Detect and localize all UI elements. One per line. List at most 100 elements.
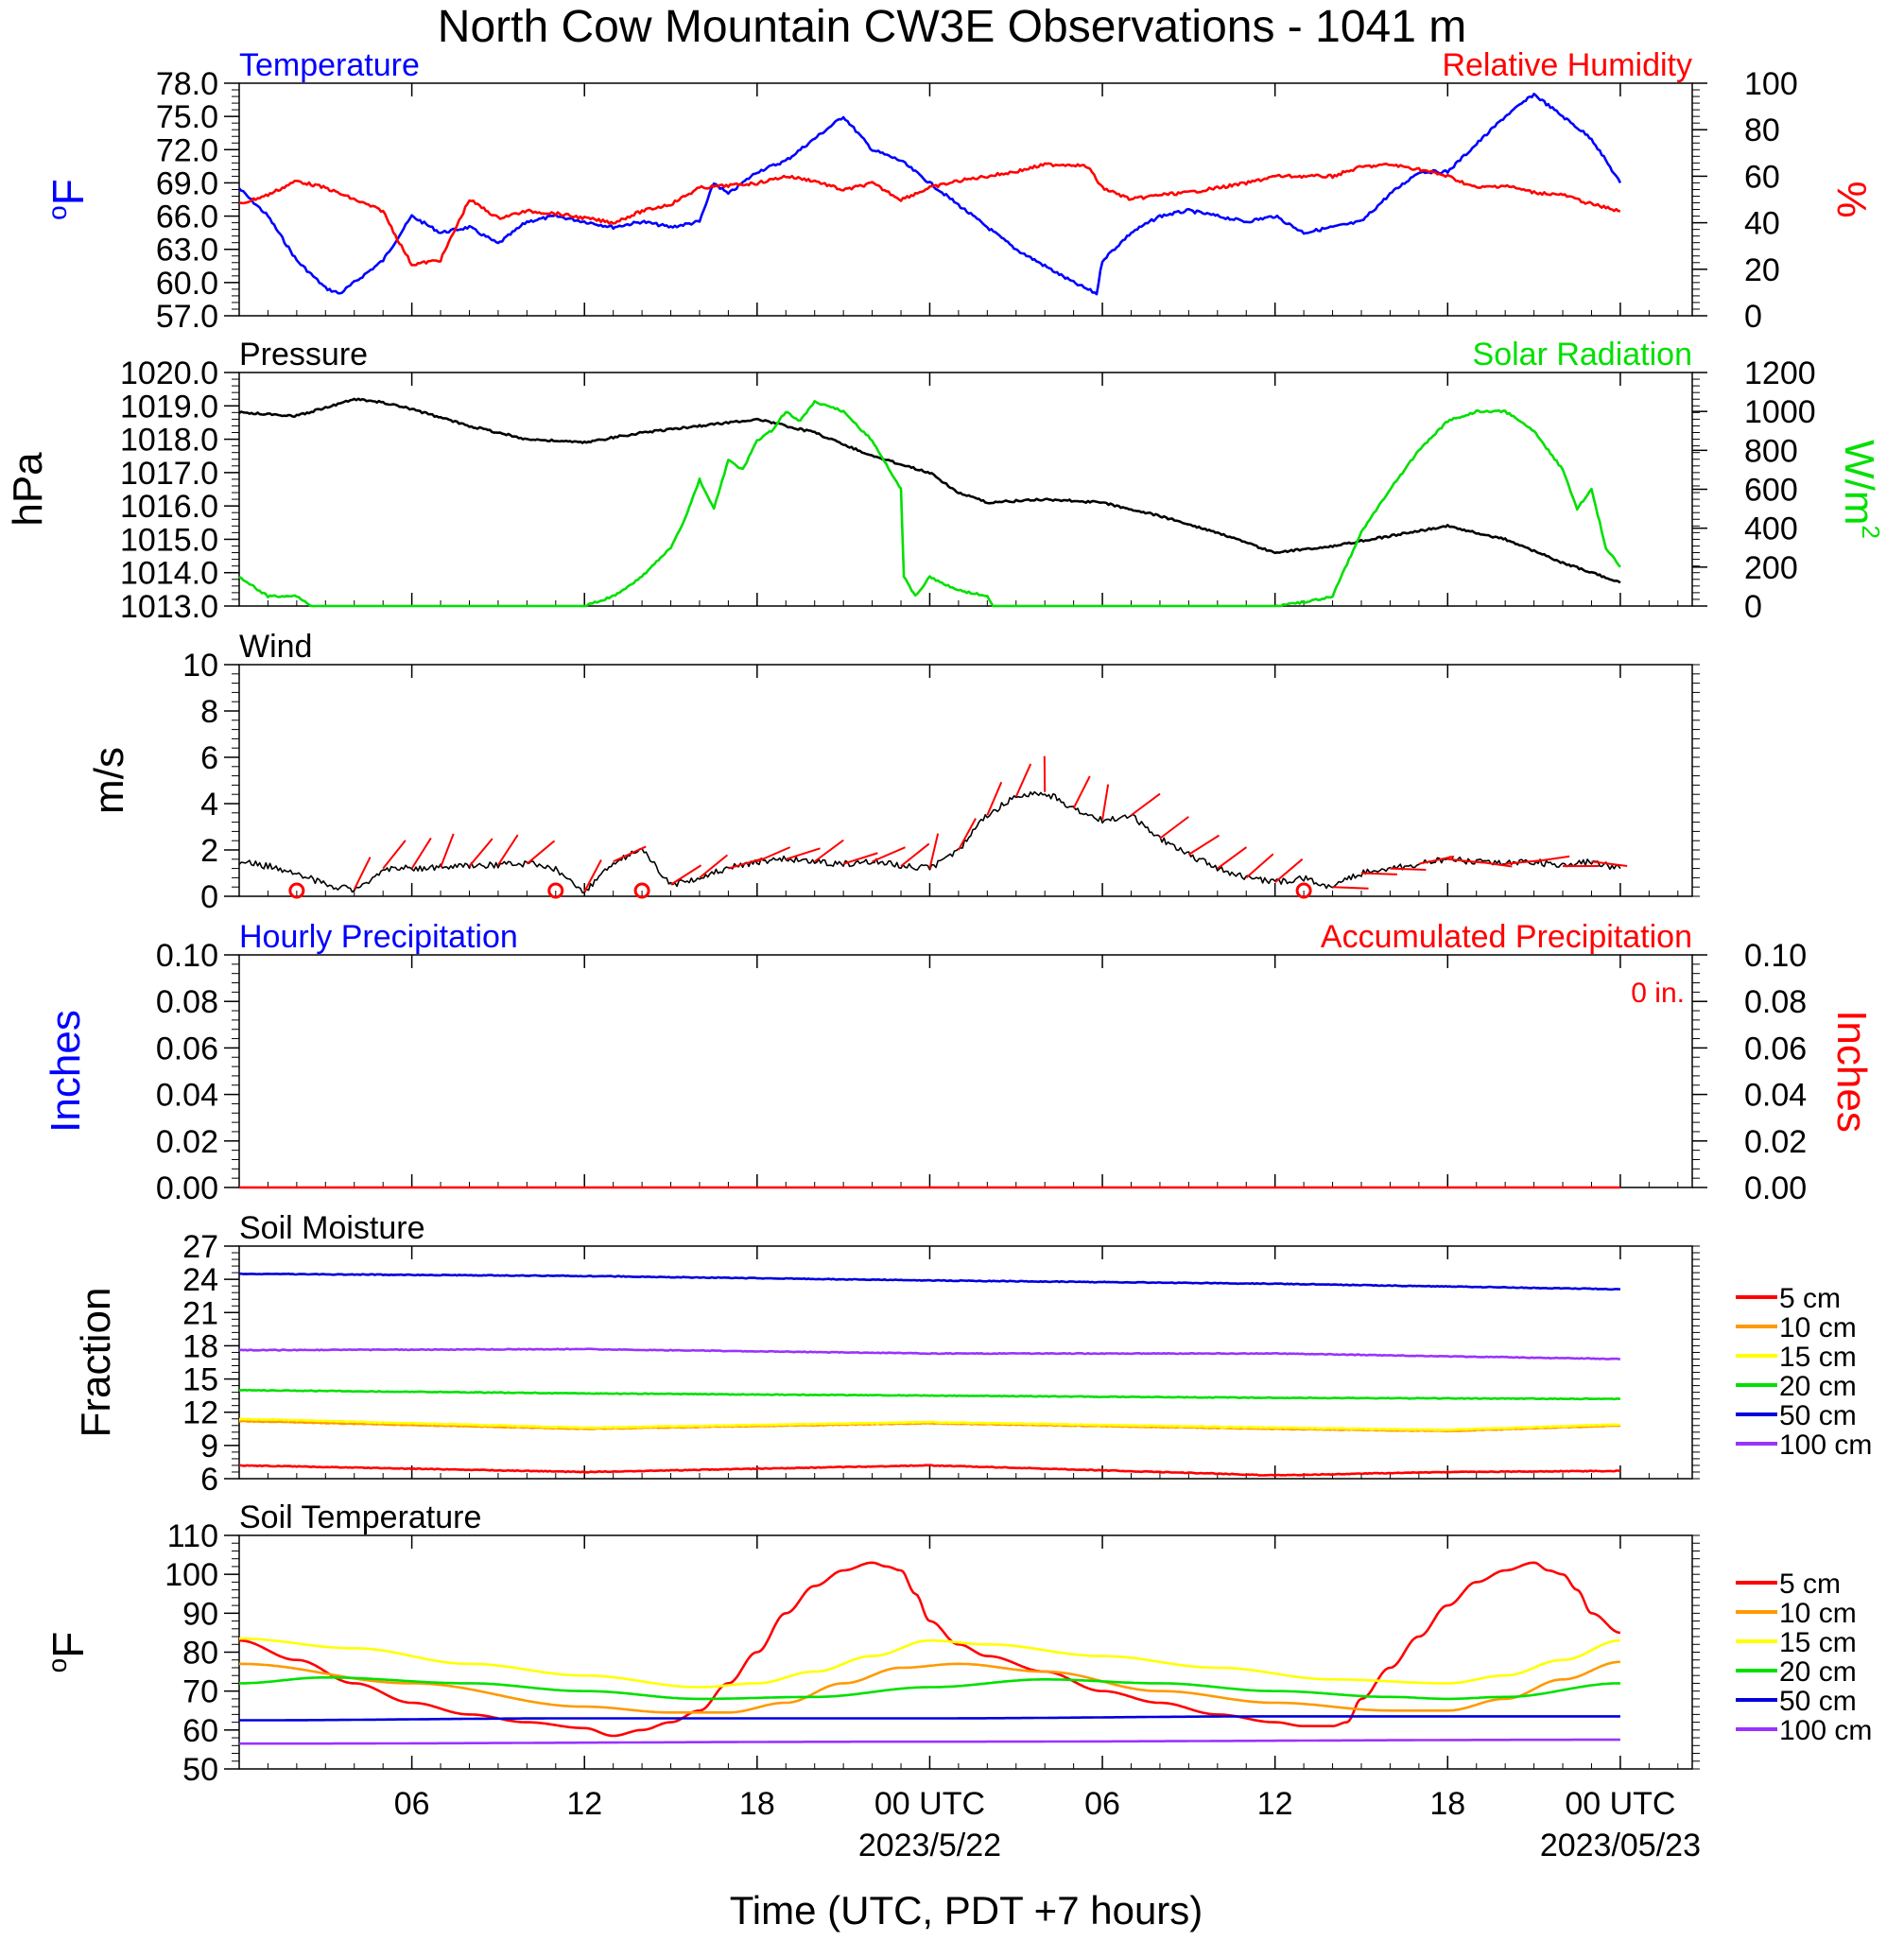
y-right-tick-label: 200 [1744, 550, 1798, 586]
wind-barb [468, 838, 493, 867]
wind-barb [872, 846, 906, 863]
y-tick-label: 1016.0 [120, 489, 218, 525]
y-axis-label: Fraction [73, 1288, 119, 1438]
panel-right-title: Relative Humidity [1442, 47, 1692, 83]
y-tick-label: 18 [182, 1328, 218, 1364]
wind-barb [1533, 855, 1570, 863]
y-right-tick-label: 0 [1744, 589, 1762, 625]
y-right-tick-label: 1200 [1744, 355, 1816, 391]
y-tick-label: 70 [182, 1674, 218, 1710]
legend-label: 5 cm [1779, 1283, 1841, 1314]
wind-barb [353, 857, 372, 891]
y-right-tick-label: 60 [1744, 159, 1780, 195]
series-line-20-cm [239, 1388, 1621, 1401]
y-tick-label: 9 [200, 1429, 218, 1464]
panel-pressure_solar: 1013.01014.01015.01016.01017.01018.01019… [5, 337, 1885, 625]
panel-left-title: Temperature [239, 47, 420, 83]
y-tick-label: 63.0 [156, 233, 218, 269]
plot-frame [238, 1534, 1693, 1770]
y-tick-label: 0.06 [156, 1031, 218, 1066]
y-right-tick-label: 100 [1744, 66, 1798, 102]
y-tick-label: 24 [182, 1262, 218, 1298]
y-tick-label: 1017.0 [120, 456, 218, 492]
x-axis-label: Time (UTC, PDT +7 hours) [730, 1888, 1203, 1932]
wind-barb [583, 859, 602, 893]
series-line-solar-radiation [238, 400, 1621, 608]
y-right-tick-label: 1000 [1744, 394, 1816, 430]
y-right-tick-label: 40 [1744, 206, 1780, 242]
wind-barb [900, 842, 930, 867]
series-line-100-cm [238, 1347, 1620, 1360]
legend-label: 100 cm [1779, 1430, 1872, 1461]
y-right-tick-label: 0.08 [1744, 984, 1807, 1020]
series-line-15-cm [239, 1637, 1620, 1689]
y-tick-label: 0.10 [156, 938, 218, 974]
wind-barb [1360, 872, 1398, 875]
y-tick-label: 15 [182, 1362, 218, 1398]
wind-barb [1390, 867, 1427, 872]
wind-barb [1418, 855, 1455, 865]
plot-frame [238, 372, 1693, 607]
wind-barb [699, 854, 729, 879]
wind-barb [1476, 860, 1513, 868]
wind-barb [497, 834, 519, 866]
wind-barb [814, 839, 844, 863]
calm-wind-circle [633, 882, 650, 899]
legend-label: 50 cm [1779, 1686, 1857, 1717]
wind-barb [669, 864, 702, 886]
legend-label: 100 cm [1779, 1715, 1872, 1746]
accum-label: 0 in. [1631, 978, 1685, 1009]
calm-wind-circle [1295, 882, 1312, 899]
y-tick-label: 66.0 [156, 199, 218, 235]
panel-left-title: Pressure [239, 337, 368, 373]
series-line-20-cm [239, 1676, 1620, 1701]
panel-precipitation: 0.00 0.02 0.04 0.06 0.08 0.10 0.00 0.02 0.04 0.06… [43, 919, 1875, 1206]
y-tick-label: 12 [182, 1395, 218, 1431]
wind-barb [785, 847, 821, 860]
y-tick-label: 0.08 [156, 984, 218, 1020]
panel-right-title: Solar Radiation [1473, 337, 1692, 373]
plot-frame [238, 954, 1693, 1188]
y-tick-label: 80 [182, 1636, 218, 1672]
y-tick-label: 1018.0 [120, 423, 218, 459]
legend-label: 15 cm [1779, 1342, 1857, 1373]
x-tick-label: 06 [1084, 1786, 1120, 1822]
wind-barb [842, 852, 878, 865]
series-line-10-cm [238, 1660, 1620, 1714]
wind-barb [382, 840, 407, 870]
y-tick-label: 50 [182, 1752, 218, 1788]
y-tick-label: 10 [182, 648, 218, 684]
y-right-tick-label: 600 [1744, 473, 1798, 509]
y-tick-label: 1020.0 [120, 355, 218, 391]
y-tick-label: 75.0 [156, 99, 218, 135]
wind-barb [410, 837, 432, 870]
y-right-tick-label: 80 [1744, 113, 1780, 148]
plot-frame [238, 82, 1693, 317]
y-tick-label: 1013.0 [120, 589, 218, 625]
x-tick-label: 06 [394, 1786, 430, 1822]
legend-label: 50 cm [1779, 1400, 1857, 1431]
wind-barb [1101, 784, 1110, 821]
y-tick-label: 78.0 [156, 66, 218, 102]
y-tick-label: 72.0 [156, 132, 218, 168]
y-tick-label: 0.02 [156, 1124, 218, 1160]
wind-barb [928, 833, 940, 869]
wind-barb [440, 833, 455, 868]
x-date-label: 2023/05/23 [1540, 1828, 1701, 1863]
x-tick-label: 18 [1429, 1786, 1465, 1822]
wind-barb [1245, 853, 1274, 879]
x-tick-label: 12 [1257, 1786, 1293, 1822]
legend-label: 20 cm [1779, 1656, 1857, 1688]
y-right-tick-label: 0 [1744, 299, 1762, 335]
panel-left-title: Hourly Precipitation [239, 919, 518, 955]
legend-label: 10 cm [1779, 1598, 1857, 1629]
panel-wind: 0 2 4 6 8 10 Wind m/s [86, 629, 1700, 915]
series-line-50-cm [238, 1272, 1621, 1291]
x-tick-label: 12 [566, 1786, 602, 1822]
figure-title: North Cow Mountain CW3E Observations - 1… [438, 2, 1466, 52]
wind-barb [1072, 775, 1091, 809]
y-axis-label: oF [43, 1632, 93, 1673]
wind-barb [1130, 792, 1161, 817]
y-tick-label: 1019.0 [120, 389, 218, 425]
y-tick-label: 8 [200, 694, 218, 730]
